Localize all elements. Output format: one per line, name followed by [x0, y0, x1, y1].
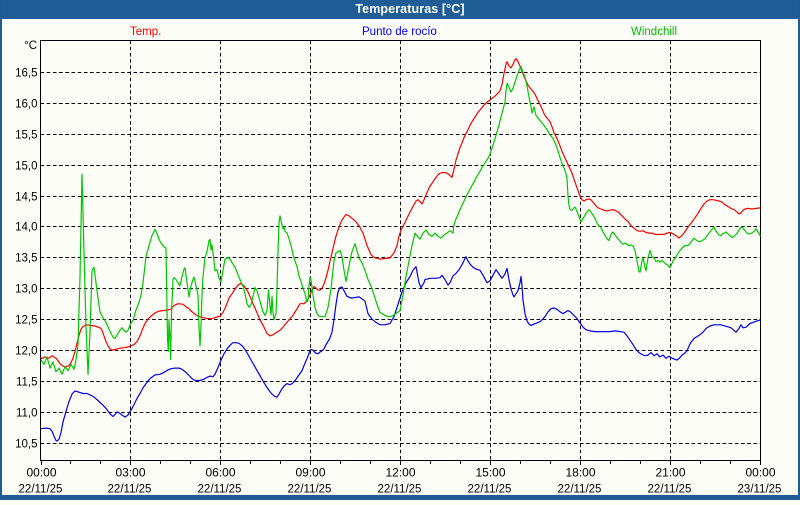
- svg-text:15:00: 15:00: [475, 466, 505, 480]
- svg-text:22/11/25: 22/11/25: [378, 484, 422, 496]
- svg-text:22/11/25: 22/11/25: [108, 484, 152, 496]
- svg-text:22/11/25: 22/11/25: [198, 484, 242, 496]
- svg-text:22/11/25: 22/11/25: [19, 484, 63, 496]
- svg-text:13,5: 13,5: [15, 253, 37, 265]
- svg-text:22/11/25: 22/11/25: [648, 484, 692, 496]
- svg-text:15,0: 15,0: [15, 161, 37, 173]
- svg-text:18:00: 18:00: [565, 466, 595, 480]
- svg-text:10,5: 10,5: [15, 439, 37, 451]
- svg-text:22/11/25: 22/11/25: [288, 484, 332, 496]
- svg-text:12:00: 12:00: [385, 466, 415, 480]
- svg-text:11,5: 11,5: [16, 377, 38, 389]
- svg-text:11,0: 11,0: [16, 408, 38, 420]
- svg-text:12,5: 12,5: [15, 315, 37, 327]
- svg-text:22/11/25: 22/11/25: [468, 484, 512, 496]
- svg-text:15,5: 15,5: [15, 130, 37, 142]
- svg-text:14,5: 14,5: [15, 192, 37, 204]
- svg-text:21:00: 21:00: [655, 466, 685, 480]
- svg-text:03:00: 03:00: [115, 466, 145, 480]
- svg-text:13,0: 13,0: [15, 284, 37, 296]
- svg-text:06:00: 06:00: [205, 466, 235, 480]
- svg-text:12,0: 12,0: [15, 346, 37, 358]
- svg-text:16,5: 16,5: [15, 68, 37, 80]
- svg-text:16,0: 16,0: [15, 99, 37, 111]
- svg-text:00:00: 00:00: [26, 466, 56, 480]
- svg-text:23/11/25: 23/11/25: [738, 484, 782, 496]
- svg-text:14,0: 14,0: [15, 222, 37, 234]
- svg-text:°C: °C: [24, 40, 37, 52]
- svg-text:09:00: 09:00: [295, 466, 325, 480]
- svg-text:22/11/25: 22/11/25: [558, 484, 602, 496]
- svg-text:00:00: 00:00: [745, 466, 775, 480]
